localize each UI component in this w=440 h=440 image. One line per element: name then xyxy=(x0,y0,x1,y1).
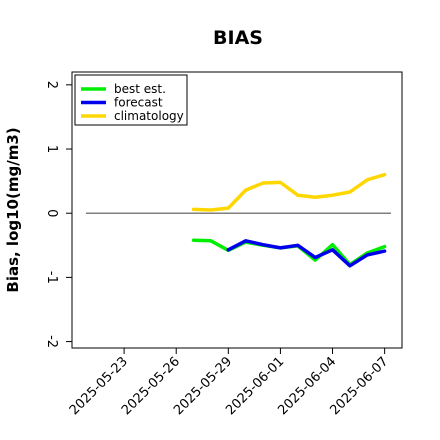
series-line-forecast xyxy=(226,239,387,268)
y-axis-label: Bias, log10(mg/m3) xyxy=(4,127,22,292)
series-line-climatology xyxy=(191,172,387,212)
series-layer xyxy=(191,172,387,268)
chart-title: BIAS xyxy=(213,27,263,49)
plot-frame xyxy=(71,71,403,349)
y-axis-ticks: -2 -1 0 1 2 xyxy=(44,81,72,348)
x-axis-ticks: 2025-05-232025-05-262025-05-292025-06-01… xyxy=(67,348,391,418)
y-tick-label: 2 xyxy=(44,81,59,89)
legend-label: best est. xyxy=(114,82,166,96)
y-tick-label: 0 xyxy=(44,209,59,217)
y-tick-label: -2 xyxy=(44,335,59,348)
y-tick-label: -1 xyxy=(44,271,59,284)
legend-label: climatology xyxy=(114,109,184,123)
legend-box xyxy=(74,74,188,126)
y-tick-label: 1 xyxy=(44,145,59,153)
legend-label: forecast xyxy=(114,96,163,110)
